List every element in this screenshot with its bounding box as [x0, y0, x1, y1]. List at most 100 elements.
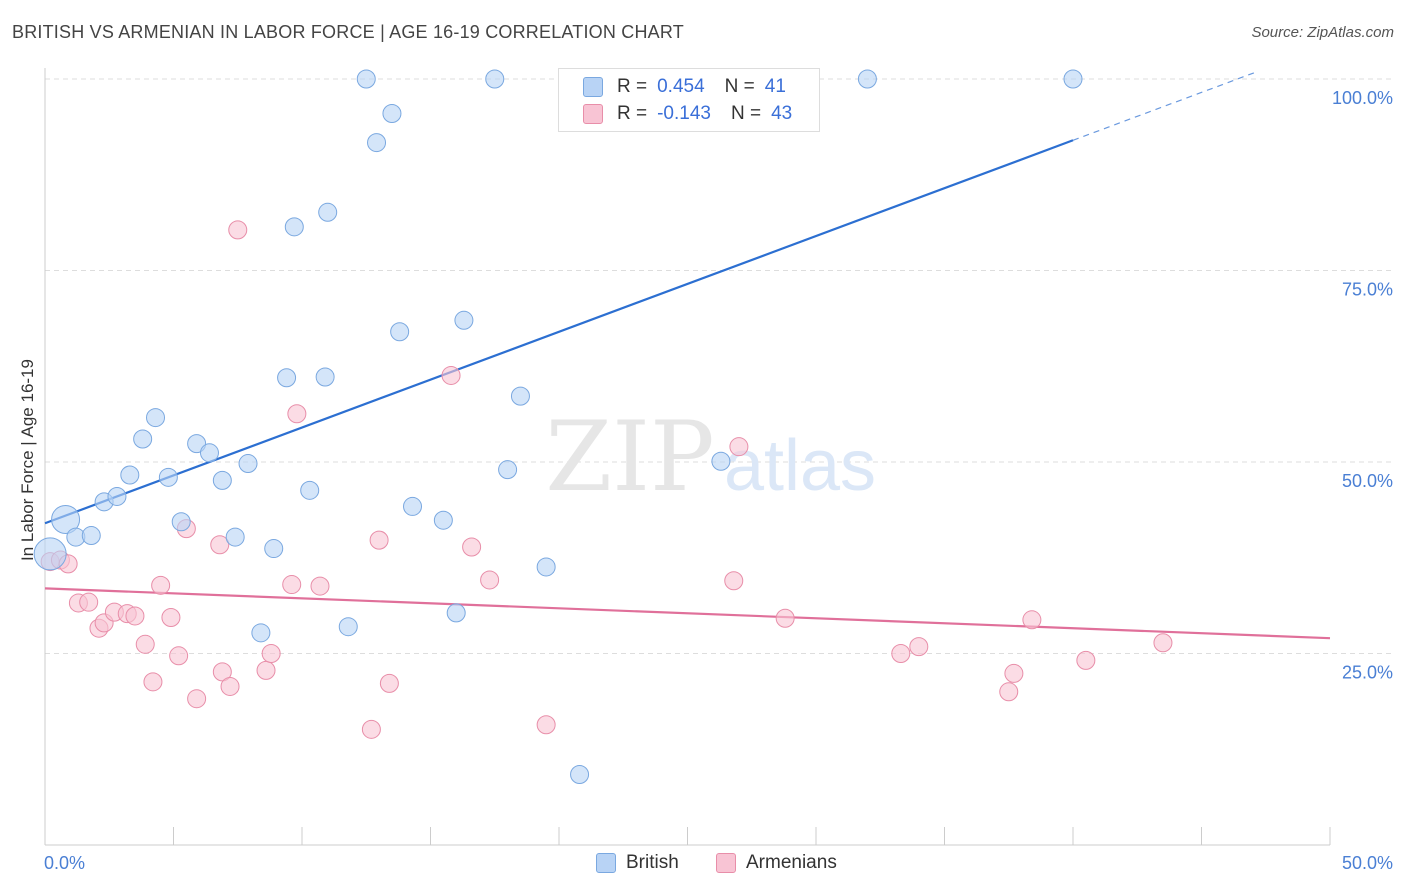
british-point[interactable]: [300, 480, 320, 500]
armenian-point[interactable]: [161, 607, 181, 627]
british-point[interactable]: [158, 467, 178, 487]
british-point[interactable]: [238, 454, 258, 474]
armenian-trend-line: [44, 587, 1331, 640]
series-legend: British Armenians: [0, 852, 1406, 878]
gridlines: [45, 78, 1392, 654]
british-point[interactable]: [446, 603, 466, 623]
data-points: [33, 69, 1173, 785]
british-n-label: N =: [724, 76, 755, 97]
british-point[interactable]: [107, 486, 127, 506]
armenian-point[interactable]: [441, 365, 461, 385]
armenian-point[interactable]: [135, 634, 155, 654]
british-point[interactable]: [536, 557, 556, 577]
watermark-atlas: atlas: [724, 426, 876, 506]
y-tick-label: 100.0%: [1332, 88, 1393, 108]
british-point[interactable]: [264, 539, 284, 559]
armenian-point[interactable]: [220, 676, 240, 696]
x-tick-label-min: 0.0%: [44, 853, 85, 873]
british-point[interactable]: [33, 537, 67, 571]
british-point[interactable]: [315, 367, 335, 387]
british-point[interactable]: [390, 322, 410, 342]
source-credit: Source: ZipAtlas.com: [1251, 24, 1394, 41]
british-point[interactable]: [570, 765, 590, 785]
armenian-point[interactable]: [151, 575, 171, 595]
legend-item-armenians[interactable]: Armenians: [716, 852, 837, 874]
armenian-point[interactable]: [1004, 663, 1024, 683]
armenian-point[interactable]: [480, 570, 500, 590]
y-tick-label: 25.0%: [1342, 663, 1393, 683]
british-trend-extension: [1072, 70, 1259, 141]
armenian-point[interactable]: [369, 530, 389, 550]
armenian-point[interactable]: [729, 437, 749, 457]
axes: [44, 68, 1331, 846]
armenian-point[interactable]: [1153, 633, 1173, 653]
armenian-point[interactable]: [891, 644, 911, 663]
british-point[interactable]: [498, 460, 518, 480]
armenian-point[interactable]: [261, 644, 281, 663]
armenian-point[interactable]: [462, 537, 482, 557]
british-point[interactable]: [382, 103, 402, 123]
british-trend-line: [44, 139, 1074, 525]
armenian-point[interactable]: [212, 662, 232, 682]
armenian-r-value: -0.143: [657, 103, 711, 124]
british-point[interactable]: [81, 526, 101, 546]
armenian-point[interactable]: [361, 719, 381, 739]
armenian-point[interactable]: [79, 592, 99, 612]
armenian-point[interactable]: [287, 404, 307, 424]
british-point[interactable]: [199, 443, 219, 463]
legend-item-british[interactable]: British: [596, 852, 679, 874]
armenian-point[interactable]: [210, 535, 230, 555]
armenian-point[interactable]: [1022, 610, 1042, 630]
stats-legend: R = 0.454 N = 41 R = -0.143 N = 43: [558, 68, 820, 132]
british-point[interactable]: [356, 69, 376, 89]
british-point[interactable]: [1063, 69, 1083, 89]
british-point[interactable]: [403, 496, 423, 516]
armenian-point[interactable]: [775, 608, 795, 628]
armenian-point[interactable]: [282, 575, 302, 595]
british-point[interactable]: [225, 527, 245, 547]
armenian-point[interactable]: [143, 672, 163, 692]
armenian-point[interactable]: [379, 673, 399, 693]
british-point[interactable]: [171, 512, 191, 532]
armenian-legend-label: Armenians: [746, 852, 837, 873]
trend-lines: [44, 70, 1331, 640]
british-point[interactable]: [251, 623, 271, 643]
british-point[interactable]: [51, 504, 81, 534]
british-point[interactable]: [485, 69, 505, 89]
british-point[interactable]: [277, 368, 297, 388]
armenian-point[interactable]: [169, 646, 189, 666]
british-point[interactable]: [146, 408, 166, 428]
armenian-point[interactable]: [536, 715, 556, 735]
armenian-swatch: [583, 104, 603, 124]
armenian-point[interactable]: [1076, 650, 1096, 670]
british-point[interactable]: [510, 386, 530, 406]
british-point[interactable]: [367, 133, 387, 153]
british-point[interactable]: [318, 202, 338, 222]
british-n-value: 41: [764, 76, 786, 97]
armenian-point[interactable]: [187, 689, 207, 709]
armenian-point[interactable]: [256, 660, 276, 680]
british-point[interactable]: [711, 451, 731, 471]
armenian-point[interactable]: [310, 576, 330, 596]
british-point[interactable]: [120, 465, 140, 485]
british-point[interactable]: [454, 310, 474, 330]
armenian-legend-swatch: [716, 853, 736, 873]
british-point[interactable]: [133, 429, 153, 449]
british-point[interactable]: [212, 470, 232, 490]
y-tick-label: 50.0%: [1342, 471, 1393, 491]
british-point[interactable]: [433, 510, 453, 530]
british-r-value: 0.454: [657, 76, 705, 97]
armenian-point[interactable]: [999, 682, 1019, 702]
british-point[interactable]: [187, 434, 207, 454]
british-point[interactable]: [338, 617, 358, 637]
british-swatch: [583, 77, 603, 97]
british-point[interactable]: [857, 69, 877, 89]
armenian-point[interactable]: [909, 637, 929, 657]
armenian-point[interactable]: [125, 606, 145, 626]
armenian-point[interactable]: [228, 220, 248, 240]
y-tick-label: 75.0%: [1342, 280, 1393, 300]
british-point[interactable]: [284, 217, 304, 237]
armenian-point[interactable]: [724, 571, 744, 591]
legend-row-british: R = 0.454 N = 41: [583, 74, 786, 100]
